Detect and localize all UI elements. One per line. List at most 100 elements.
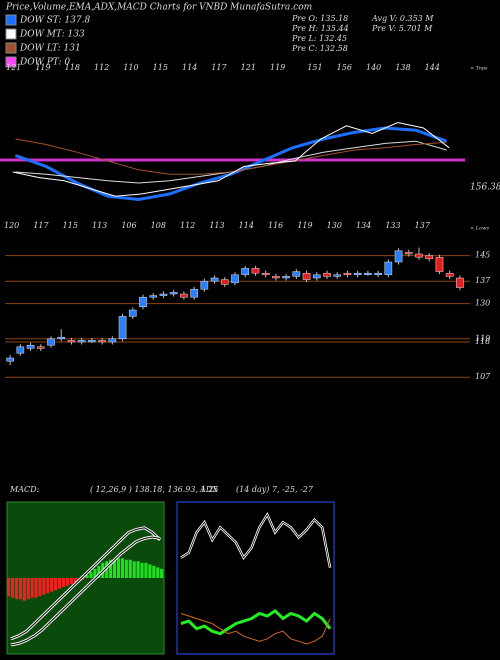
histogram-bar [46,578,50,594]
histogram-bar [81,578,85,580]
candle-body [169,292,178,295]
candle-body [190,288,198,298]
legend-swatch [5,14,17,26]
legend-label: DOW ST: 137.8 [19,16,90,26]
histogram-bar [97,565,101,578]
bottom-label: 106 [121,221,136,230]
bottom-label: 114 [239,221,254,230]
top-label: 117 [211,63,227,72]
histogram-bar [140,562,144,578]
adx-line-core [180,513,331,568]
macd-title: ( 12,26,9 ) 138.18, 136.93, 1.25 [90,485,218,494]
histogram-bar [18,578,22,600]
histogram-bar [34,578,38,598]
histogram-bar [109,559,113,578]
candle-body [98,340,106,343]
histogram-bar [10,578,15,598]
stat: Pre L: 132.45 [291,34,347,43]
candle-body [67,340,76,343]
candle-body [118,316,127,340]
candle-body [374,272,382,276]
candle-body [200,280,209,290]
candle-body [6,357,14,362]
histogram-bar [160,568,164,578]
histogram-bar [136,561,140,578]
stat: Avg V: 0.353 M [371,14,434,23]
candle-body [139,296,147,308]
histogram-bar [152,565,156,578]
ema-line [12,121,450,197]
candle-body [57,336,66,340]
macd-label: MACD: [9,485,40,494]
adx-title: (14 day) 7, -25, -27 [236,485,314,494]
candle-body [47,338,55,346]
ema-line [14,126,448,202]
candle-body [210,277,219,282]
level-label: 137 [475,276,491,285]
histogram-bar [58,578,62,589]
candle-body [394,250,403,263]
histogram-bar [128,559,132,578]
histogram-bar [73,578,77,583]
macd-line-core [10,527,161,640]
candle-body [404,252,413,255]
candle-body [302,272,311,280]
candle-body [261,272,270,276]
top-label: 114 [182,63,197,72]
candle-body [36,346,45,349]
lows-note: < Lows [470,226,489,232]
candle-body [231,274,239,284]
histogram-bar [61,578,66,588]
level-label: 156.38 [470,182,500,192]
ema-line [15,138,447,175]
bottom-label: 115 [63,221,78,230]
top-label: 118 [65,63,80,72]
histogram-bar [22,578,26,601]
bottom-label: 130 [327,221,342,230]
candle-body [88,340,96,343]
stat: Pre V: 5.701 M [371,24,433,33]
histogram-bar [69,578,73,585]
top-label: 110 [123,63,138,72]
candle-body [16,346,25,354]
histogram-bar [120,558,124,578]
histogram-bar [116,558,121,578]
candle-body [251,268,260,274]
histogram-bar [93,568,97,578]
level-label: 107 [475,372,491,381]
candle-body [353,272,362,276]
bottom-label: 112 [180,221,195,230]
legend-swatch [5,56,17,68]
top-label: 121 [6,63,21,72]
bottom-label: 113 [209,221,224,230]
candle-body [77,340,86,343]
legend-swatch [5,42,17,54]
top-label: 115 [153,63,168,72]
candle-body [456,277,464,288]
histogram-bar [124,559,128,578]
level-label: 118 [475,337,490,346]
candle-body [333,274,342,277]
bottom-label: 108 [151,221,166,230]
legend-label: DOW MT: 133 [19,30,85,40]
candle-body [159,293,168,296]
candle-body [128,309,137,317]
histogram-bar [50,578,54,592]
stat: Pre O: 135.18 [291,14,348,23]
top-label: 138 [395,63,410,72]
candle-body [292,271,301,277]
candle-body [445,272,454,277]
histogram-bar [156,567,160,578]
candle-body [26,344,35,349]
histogram-bar [105,561,109,578]
histogram-bar [7,578,11,597]
candle-body [435,256,444,272]
legend-label: DOW LT: 131 [19,44,81,54]
candle-body [364,272,372,275]
adx-label: ADX [199,485,218,494]
top-label: 140 [366,63,381,72]
legend-swatch [5,28,17,40]
histogram-bar [38,578,42,597]
bottom-label: 134 [356,221,371,230]
candle-body [180,293,188,298]
